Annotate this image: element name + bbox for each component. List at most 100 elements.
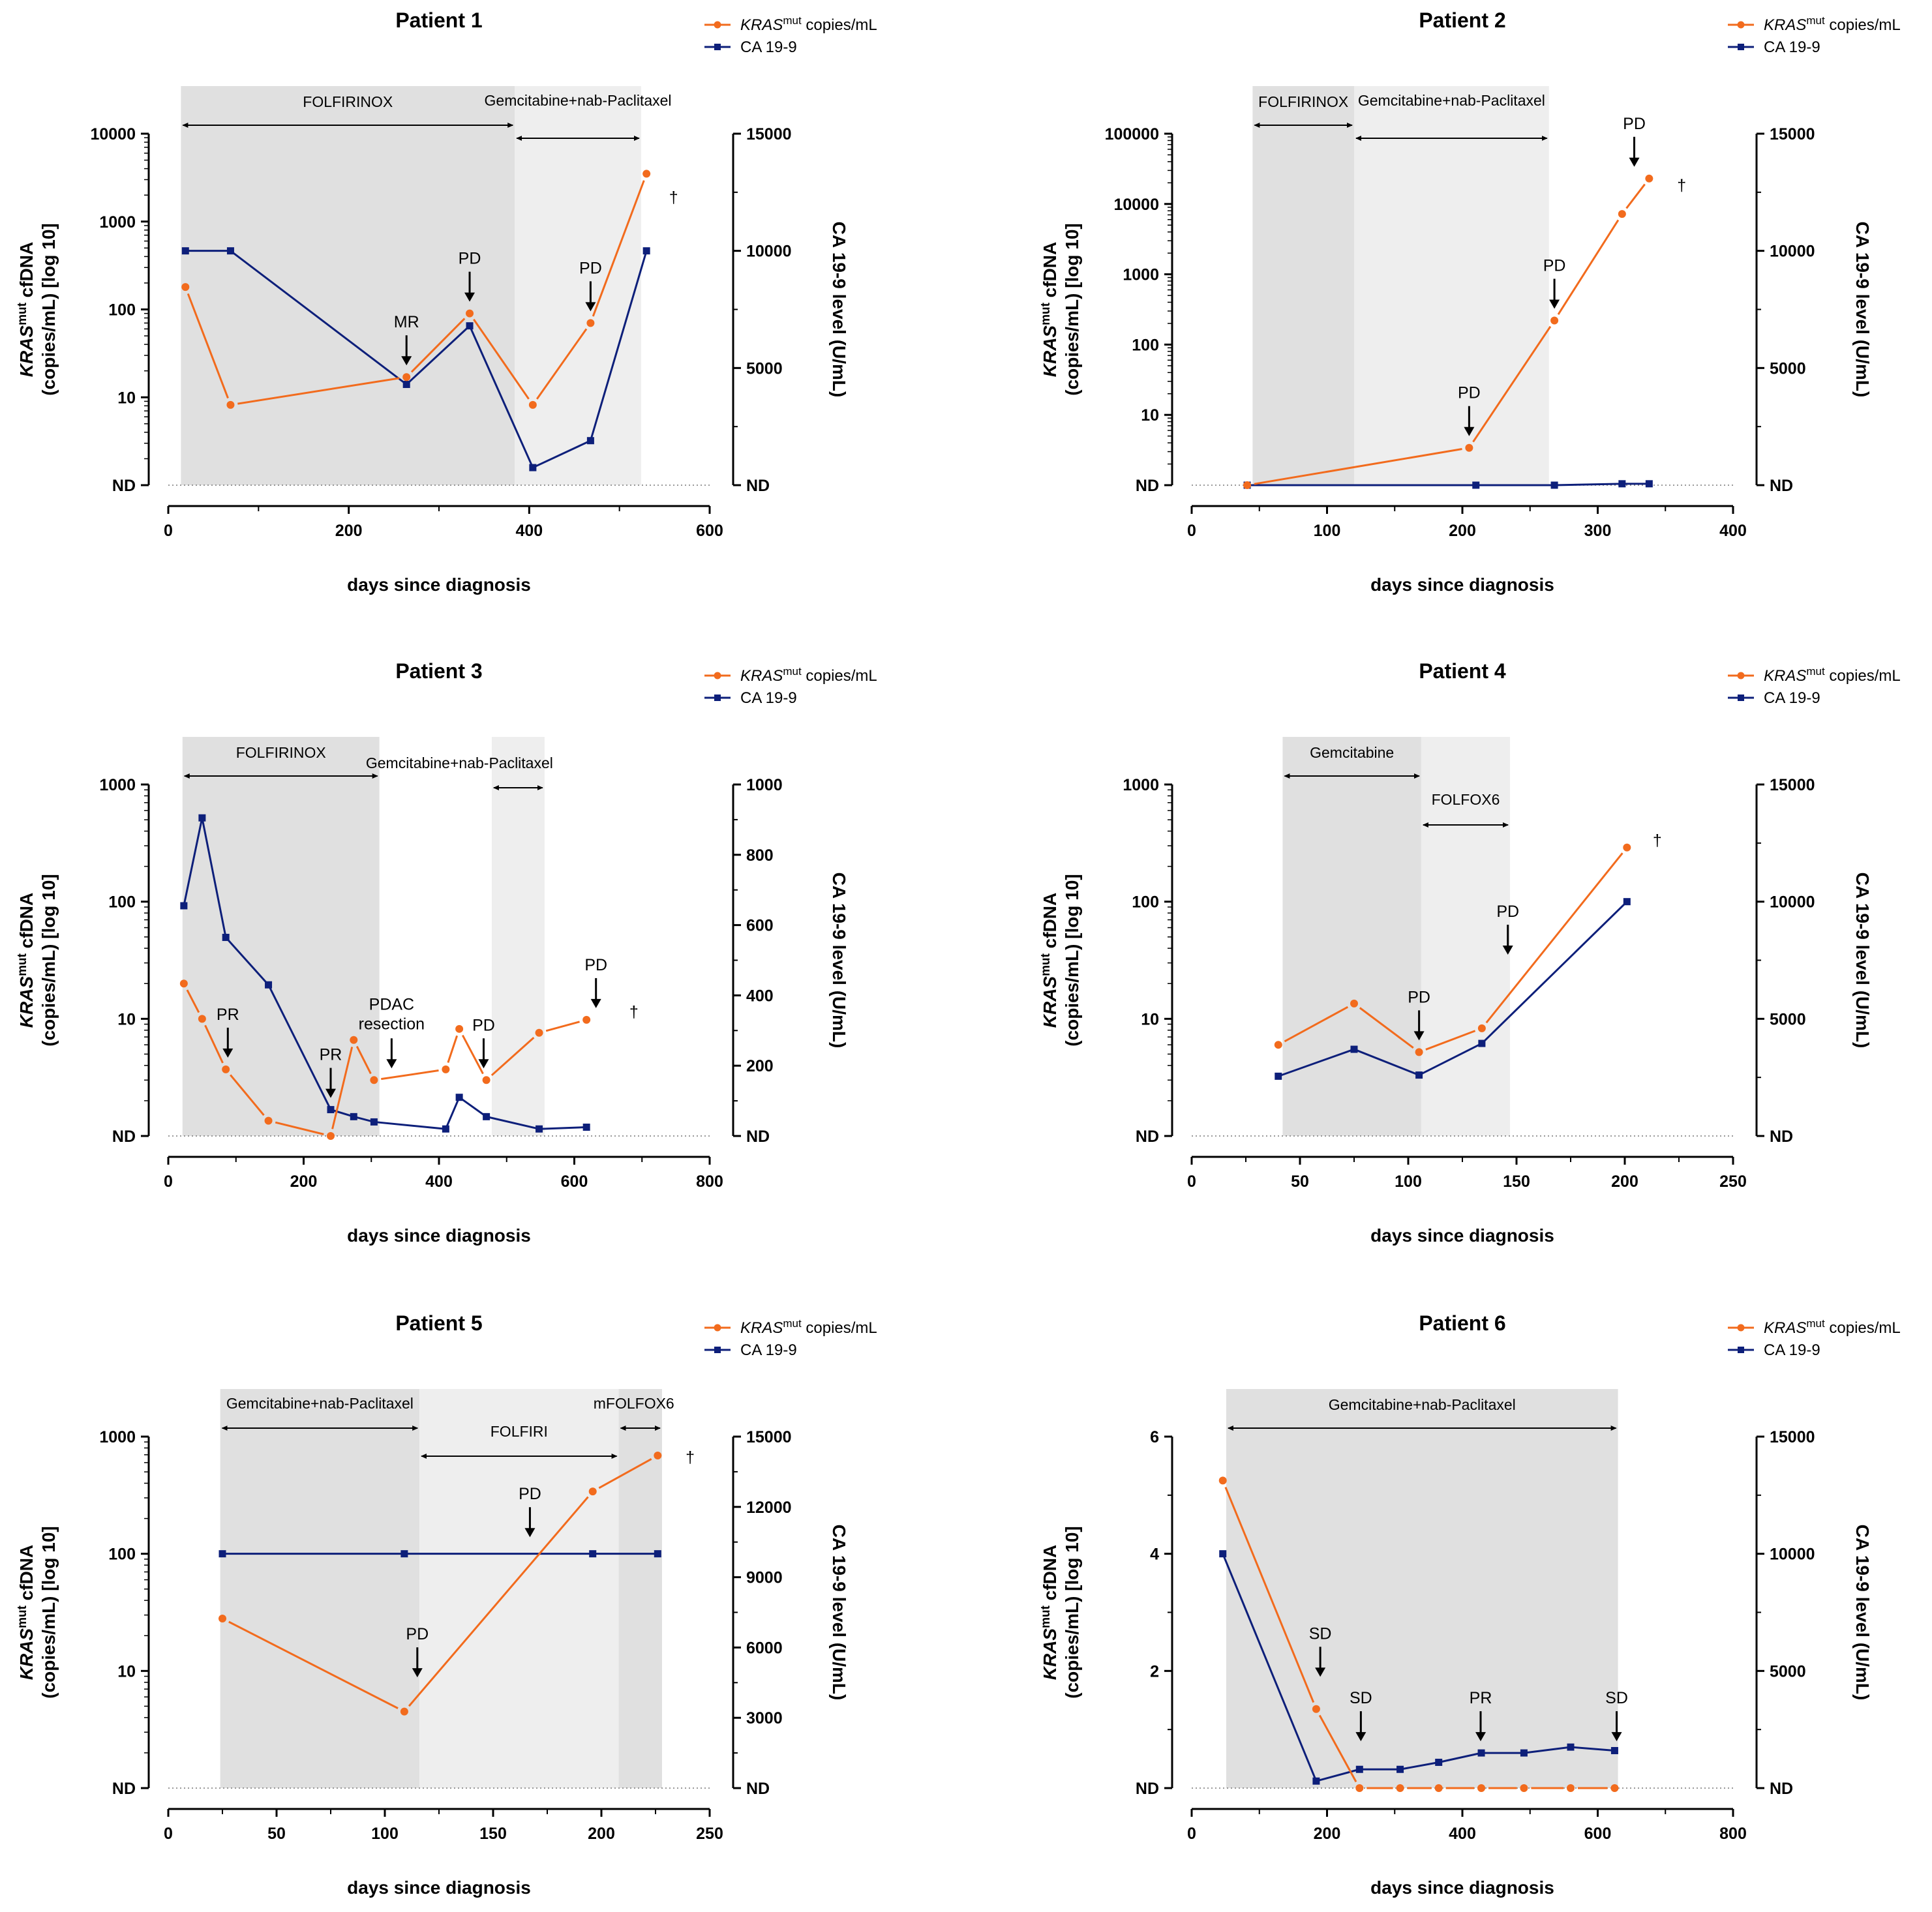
x-tick-label: 0: [1187, 522, 1196, 540]
left-axis-label-line2: (copies/mL) [log 10]: [1062, 1526, 1082, 1698]
kras-point: [1618, 210, 1626, 218]
ca199-point: [1219, 1550, 1227, 1558]
event-label: PDAC: [369, 995, 414, 1013]
kras-point: [1623, 843, 1631, 852]
event-label: MR: [394, 313, 419, 331]
x-tick-label: 800: [696, 1173, 723, 1191]
x-tick-label: 200: [335, 522, 363, 540]
chart-title: Patient 1: [395, 8, 482, 32]
legend-kras-label: KRASmut copies/mL: [740, 665, 877, 685]
ca199-line: [1278, 901, 1628, 1077]
right-tick-label: 15000: [746, 125, 792, 143]
left-axis-label-line1: KRASmut cfDNA: [16, 893, 37, 1028]
regimen-shade-0: [182, 737, 380, 1136]
regimen-shade-1: [1421, 737, 1511, 1136]
ca199-point: [1435, 1758, 1443, 1766]
regimen-shade-0: [1226, 1389, 1618, 1788]
ca199-point: [402, 380, 410, 388]
chart-patient-6: Gemcitabine+nab-Paclitaxel 0 200 400 600 800 6…: [1039, 1311, 1901, 1898]
regimen-label-0: Gemcitabine+nab-Paclitaxel: [226, 1395, 414, 1412]
ca199-point: [582, 1124, 590, 1131]
ca199-point: [586, 437, 594, 445]
regimen-shade-1: [515, 86, 641, 485]
kras-point: [654, 1451, 662, 1459]
death-dagger: †: [669, 188, 678, 207]
right-axis-label: CA 19-9 level (U/mL): [829, 1525, 849, 1701]
event-label: PR: [320, 1046, 342, 1064]
chart-title: Patient 5: [395, 1311, 482, 1335]
legend-ca199-marker: [1738, 695, 1744, 701]
right-tick-label: 400: [746, 987, 774, 1005]
right-axis-label: CA 19-9 level (U/mL): [1852, 873, 1873, 1049]
x-axis-label: days since diagnosis: [1370, 1877, 1554, 1898]
ca199-point: [642, 247, 650, 255]
kras-point: [1434, 1784, 1443, 1792]
event-arrowhead: [386, 1059, 397, 1069]
legend-ca199-marker: [1738, 44, 1744, 50]
left-tick-label: 1000: [99, 1428, 136, 1446]
regimen-shade-0: [1252, 86, 1354, 485]
ca199-point: [1618, 480, 1626, 488]
legend-ca199-label: CA 19-9: [740, 38, 797, 56]
x-tick-label: 400: [515, 522, 543, 540]
kras-point: [1350, 999, 1358, 1008]
ca199-point: [400, 1550, 408, 1558]
event-arrowhead: [1413, 1031, 1425, 1041]
legend-kras-marker: [1737, 1324, 1745, 1332]
left-nd-label: ND: [112, 477, 136, 495]
x-tick-label: 250: [1719, 1173, 1747, 1191]
death-dagger: †: [1677, 176, 1686, 194]
ca199-point: [1472, 481, 1480, 489]
event-arrowhead: [1629, 157, 1640, 167]
regimen-label-1: Gemcitabine+nab-Paclitaxel: [1358, 92, 1545, 109]
right-tick-label: 6000: [746, 1639, 783, 1657]
regimen-label-0: Gemcitabine: [1310, 744, 1394, 761]
event-arrowhead: [1549, 299, 1560, 309]
ca199-point: [350, 1113, 357, 1120]
right-tick-label: 5000: [1770, 359, 1806, 378]
x-tick-label: 250: [696, 1825, 723, 1843]
x-tick-label: 100: [371, 1825, 399, 1843]
x-tick-label: 600: [561, 1173, 588, 1191]
x-tick-label: 200: [1611, 1173, 1638, 1191]
ca199-line: [185, 250, 648, 469]
left-tick-label: 100: [108, 1546, 136, 1564]
right-tick-label: 10000: [1770, 1546, 1815, 1564]
ca199-point: [327, 1106, 335, 1114]
ca199-point: [466, 322, 474, 330]
left-tick-label: 10: [117, 1662, 136, 1680]
x-axis-label: days since diagnosis: [1370, 1225, 1554, 1246]
right-tick-label: 10000: [1770, 893, 1815, 912]
x-tick-label: 600: [1584, 1825, 1612, 1843]
regimen-label-0: FOLFIRINOX: [1258, 93, 1348, 110]
legend-kras-marker: [714, 21, 721, 29]
ca199-point: [1520, 1749, 1528, 1757]
right-tick-label: 600: [746, 917, 774, 935]
right-axis-label: CA 19-9 level (U/mL): [829, 222, 849, 398]
event-label: PD: [584, 956, 607, 974]
left-tick-label: 1000: [1123, 266, 1159, 284]
legend-kras-label: KRASmut copies/mL: [740, 1317, 877, 1337]
ca199-point: [219, 1550, 226, 1558]
event-label: PD: [519, 1485, 541, 1503]
legend-kras-label: KRASmut copies/mL: [1764, 1317, 1901, 1337]
legend-kras-label: KRASmut copies/mL: [740, 14, 877, 34]
kras-point: [181, 283, 190, 291]
left-tick-label: 2: [1150, 1662, 1159, 1680]
regimen-shade-0: [181, 86, 515, 485]
ca199-point: [370, 1118, 378, 1126]
legend-kras-label: KRASmut copies/mL: [1764, 14, 1901, 34]
chart-patient-2: FOLFIRINOX Gemcitabine+nab-Paclitaxel 0 100…: [1039, 8, 1901, 595]
ca199-point: [198, 814, 206, 822]
left-tick-label: 100: [108, 893, 136, 912]
kras-point: [1243, 481, 1252, 489]
ca199-point: [180, 902, 188, 910]
x-tick-label: 150: [1503, 1173, 1530, 1191]
ca199-point: [1415, 1071, 1423, 1079]
regimen-label-1: FOLFIRI: [491, 1423, 548, 1440]
kras-point: [1550, 316, 1559, 325]
x-tick-label: 50: [1291, 1173, 1309, 1191]
ca199-line: [183, 817, 587, 1130]
legend-ca199-label: CA 19-9: [1764, 1341, 1820, 1359]
